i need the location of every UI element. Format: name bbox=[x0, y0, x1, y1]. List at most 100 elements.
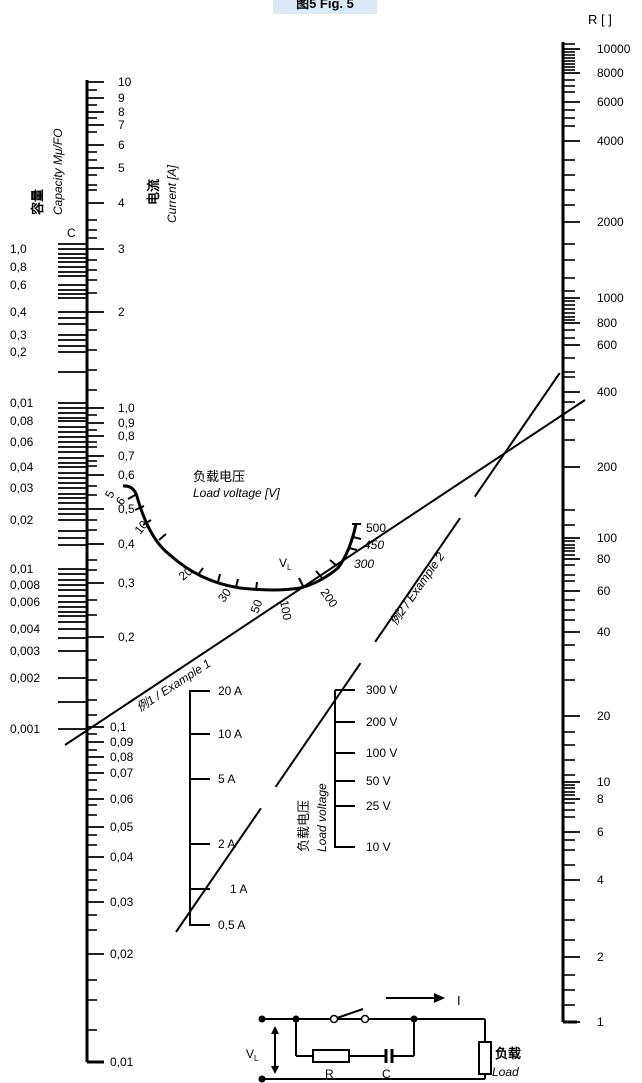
circuit-load-en: Load bbox=[492, 1065, 519, 1079]
resistance-tick-label: 10 bbox=[597, 775, 611, 789]
current-tick-label: 4 bbox=[118, 196, 125, 210]
ex-voltage-100v: 100 V bbox=[366, 746, 397, 760]
resistance-tick-label: 6000 bbox=[597, 95, 624, 109]
capacity-tick-label: 0,2 bbox=[10, 345, 27, 359]
arc-label-cn: 负载电压 bbox=[193, 469, 245, 484]
example-current-ticks bbox=[190, 690, 210, 926]
capacity-tick-label: 0,008 bbox=[10, 578, 40, 592]
ex-voltage-label-cn: 负载电压 bbox=[296, 800, 311, 852]
ex-voltage-300v: 300 V bbox=[366, 683, 397, 697]
current-tick-label: 2 bbox=[118, 305, 125, 319]
resistance-tick-label: 4 bbox=[597, 873, 604, 887]
ex-voltage-10v: 10 V bbox=[366, 840, 391, 854]
ex-current-05a: 0,5 A bbox=[218, 918, 245, 932]
circuit-resistor-label: R bbox=[325, 1067, 334, 1081]
ex-current-20a: 20 A bbox=[218, 684, 242, 698]
current-tick-label: 0,08 bbox=[110, 750, 134, 764]
current-tick-label: 0,02 bbox=[110, 947, 134, 961]
capacity-tick-label: 0,06 bbox=[10, 435, 34, 449]
capacity-tick-label: 0,001 bbox=[10, 722, 40, 736]
current-tick-label: 9 bbox=[118, 91, 125, 105]
current-tick-label: 0,9 bbox=[118, 416, 135, 430]
capacity-tick-label: 0,3 bbox=[10, 328, 27, 342]
current-tick-label: 0,05 bbox=[110, 820, 134, 834]
circuit-voltage-label: VL bbox=[246, 1047, 259, 1063]
current-tick-label: 6 bbox=[118, 138, 125, 152]
resistance-tick-label: 8 bbox=[597, 792, 604, 806]
current-tick-label: 0,8 bbox=[118, 429, 135, 443]
capacity-tick-label: 0,04 bbox=[10, 460, 34, 474]
current-tick-label: 10 bbox=[118, 75, 132, 89]
ex-current-2a: 2 A bbox=[218, 837, 235, 851]
current-tick-label: 0,04 bbox=[110, 850, 134, 864]
current-tick-label: 5 bbox=[118, 161, 125, 175]
circuit-capacitor-label: C bbox=[382, 1067, 391, 1081]
circuit-load-cn: 负载 bbox=[495, 1046, 521, 1061]
current-tick-label: 0,1 bbox=[110, 720, 127, 734]
current-label-cn: 电流 bbox=[146, 179, 161, 205]
arc-tick-50: 50 bbox=[248, 597, 266, 615]
example1-line bbox=[64, 399, 586, 746]
arc-tick-500: 500 bbox=[366, 521, 386, 535]
ex-current-5a: 5 A bbox=[218, 772, 235, 786]
current-tick-label: 0,07 bbox=[110, 766, 134, 780]
ex-current-10a: 10 A bbox=[218, 727, 242, 741]
resistance-tick-label: 200 bbox=[597, 460, 617, 474]
arc-tick-300: 300 bbox=[354, 557, 374, 571]
current-tick-label: 0,06 bbox=[110, 792, 134, 806]
resistance-tick-label: 2 bbox=[597, 950, 604, 964]
arc-tick-450: 450 bbox=[364, 538, 384, 552]
current-tick-label: 7 bbox=[118, 118, 125, 132]
arc-tick-30: 30 bbox=[215, 585, 234, 604]
current-tick-label: 3 bbox=[118, 242, 125, 256]
ex-voltage-200v: 200 V bbox=[366, 715, 397, 729]
current-label-en: Current [A] bbox=[165, 164, 179, 223]
current-tick-label: 0,6 bbox=[118, 468, 135, 482]
arc-tick-200: 200 bbox=[318, 586, 341, 611]
current-tick-label: 0,7 bbox=[118, 449, 135, 463]
load-voltage-arc bbox=[122, 484, 358, 592]
switch-lever bbox=[333, 1008, 364, 1020]
resistance-tick-label: 60 bbox=[597, 584, 611, 598]
ex-current-1a: 1 A bbox=[230, 882, 247, 896]
capacity-tick-label: 0,006 bbox=[10, 595, 40, 609]
capacity-marker: C bbox=[67, 226, 76, 240]
current-tick-label: 0,03 bbox=[110, 895, 134, 909]
current-tick-label: 0,5 bbox=[118, 502, 135, 516]
capacity-label-cn: 容量 bbox=[30, 189, 45, 216]
capacity-tick-label: 0,01 bbox=[10, 562, 34, 576]
current-tick-label: 0,3 bbox=[118, 576, 135, 590]
ex-voltage-label-en: Load voltage bbox=[315, 783, 329, 852]
capacity-tick-label: 0,8 bbox=[10, 260, 27, 274]
resistance-tick-label: 6 bbox=[597, 825, 604, 839]
resistance-tick-label: 600 bbox=[597, 338, 617, 352]
figure-title: 图5 Fig. 5 bbox=[273, 0, 377, 14]
resistance-ticks: 10000 8000 6000 4000 2000 1000 800 600 400 200 100… bbox=[563, 42, 631, 1029]
arc-marker-vl: VL bbox=[279, 556, 292, 572]
current-ticks: 10 987 6 5 4 3 2 1,00,90,8 0,7 0,6 0,5 0,4 0,3 0,2 0,1… bbox=[87, 75, 135, 1069]
ex-voltage-50v: 50 V bbox=[366, 774, 391, 788]
resistance-tick-label: 1000 bbox=[597, 291, 624, 305]
capacity-tick-label: 0,03 bbox=[10, 481, 34, 495]
circuit-current-label: I bbox=[457, 993, 461, 1008]
current-tick-label: 0,09 bbox=[110, 735, 134, 749]
capacity-ticks: 1,0 0,8 0,6 0,4 0,3 0,2 0,01 0,08 0,06 0,04 0,03 0,… bbox=[10, 242, 87, 736]
arc-tick-10: 10 bbox=[132, 517, 152, 536]
resistor-symbol bbox=[312, 1049, 350, 1063]
current-tick-label: 0,2 bbox=[118, 630, 135, 644]
current-tick-label: 8 bbox=[118, 105, 125, 119]
capacity-tick-label: 0,6 bbox=[10, 278, 27, 292]
ex-voltage-25v: 25 V bbox=[366, 799, 391, 813]
capacity-tick-label: 0,003 bbox=[10, 644, 40, 658]
capacity-tick-label: 0,01 bbox=[10, 396, 34, 410]
resistance-tick-label: 1 bbox=[597, 1015, 604, 1029]
circuit-diagram bbox=[262, 997, 492, 1080]
resistance-tick-label: 100 bbox=[597, 531, 617, 545]
resistance-tick-label: 2000 bbox=[597, 215, 624, 229]
resistance-tick-label: 40 bbox=[597, 625, 611, 639]
arc-tick-100: 100 bbox=[277, 599, 294, 621]
current-tick-label: 0,01 bbox=[110, 1055, 134, 1069]
example2-label: 例2 / Example 2 bbox=[387, 549, 448, 627]
arc-ticks bbox=[127, 493, 362, 591]
